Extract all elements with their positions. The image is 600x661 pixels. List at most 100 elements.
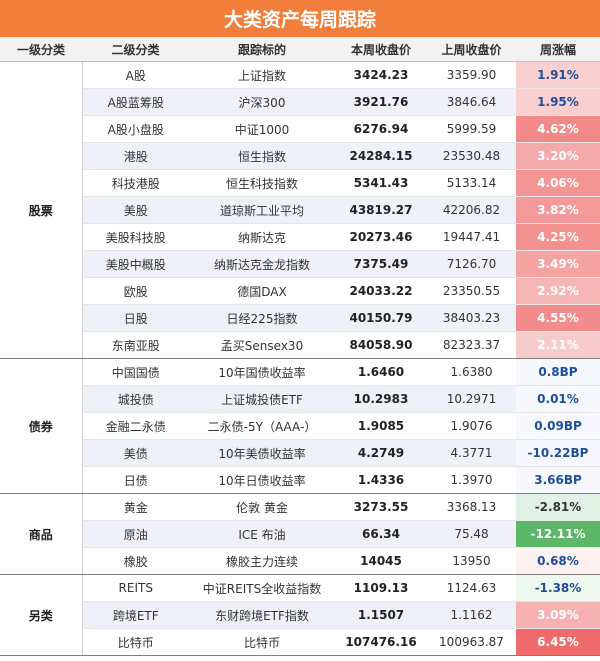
close-this-week-cell: 1.4336 <box>335 466 427 494</box>
header-secondary-category: 二级分类 <box>82 37 189 62</box>
table-row: 比特币 比特币 107476.16 100963.87 6.45% <box>0 628 600 656</box>
weekly-change-cell: 0.8BP <box>516 358 600 386</box>
header-close-this-week: 本周收盘价 <box>335 37 427 62</box>
table-row: 美股 道琼斯工业平均 43819.27 42206.82 3.82% <box>0 196 600 224</box>
close-this-week-cell: 14045 <box>335 547 427 575</box>
secondary-category-cell: 美股 <box>82 196 189 224</box>
weekly-change-cell: 1.91% <box>516 61 600 89</box>
close-this-week-cell: 5341.43 <box>335 169 427 197</box>
weekly-change-cell: 4.25% <box>516 223 600 251</box>
tracked-index-cell: ICE 布油 <box>189 520 335 548</box>
close-last-week-cell: 1.3970 <box>427 466 516 494</box>
close-this-week-cell: 1.1507 <box>335 601 427 629</box>
secondary-category-cell: 中国国债 <box>82 358 189 386</box>
tracked-index-cell: 德国DAX <box>189 277 335 305</box>
close-last-week-cell: 1124.63 <box>427 574 516 602</box>
secondary-category-cell: 城投债 <box>82 385 189 413</box>
weekly-change-cell: 0.68% <box>516 547 600 575</box>
table-row: 原油 ICE 布油 66.34 75.48 -12.11% <box>0 520 600 548</box>
weekly-change-cell: 4.55% <box>516 304 600 332</box>
secondary-category-cell: REITS <box>82 574 189 602</box>
weekly-change-cell: 0.01% <box>516 385 600 413</box>
header-row: 一级分类 二级分类 跟踪标的 本周收盘价 上周收盘价 周涨幅 <box>0 37 600 62</box>
weekly-change-cell: 0.09BP <box>516 412 600 440</box>
close-this-week-cell: 66.34 <box>335 520 427 548</box>
close-this-week-cell: 3424.23 <box>335 61 427 89</box>
secondary-category-cell: 日股 <box>82 304 189 332</box>
table-row: 商品 黄金 伦敦 黄金 3273.55 3368.13 -2.81% <box>0 493 600 575</box>
tracked-index-cell: 沪深300 <box>189 88 335 116</box>
close-this-week-cell: 3921.76 <box>335 88 427 116</box>
tracked-index-cell: 纳斯达克 <box>189 223 335 251</box>
tracked-index-cell: 伦敦 黄金 <box>189 493 335 521</box>
table-row: 金融二永债 二永债-5Y（AAA-） 1.9085 1.9076 0.09BP <box>0 412 600 440</box>
header-primary-category: 一级分类 <box>0 37 82 62</box>
table-row: 日债 10年日债收益率 1.4336 1.3970 3.66BP <box>0 466 600 494</box>
tracked-index-cell: 上证城投债ETF <box>189 385 335 413</box>
table-row: A股蓝筹股 沪深300 3921.76 3846.64 1.95% <box>0 88 600 116</box>
close-this-week-cell: 4.2749 <box>335 439 427 467</box>
close-last-week-cell: 23350.55 <box>427 277 516 305</box>
close-last-week-cell: 13950 <box>427 547 516 575</box>
tracked-index-cell: 中证1000 <box>189 115 335 143</box>
tracked-index-cell: 10年国债收益率 <box>189 358 335 386</box>
close-last-week-cell: 38403.23 <box>427 304 516 332</box>
close-this-week-cell: 20273.46 <box>335 223 427 251</box>
close-last-week-cell: 42206.82 <box>427 196 516 224</box>
group-label: 另类 <box>0 574 83 656</box>
weekly-change-cell: 6.45% <box>516 628 600 656</box>
table-row: 城投债 上证城投债ETF 10.2983 10.2971 0.01% <box>0 385 600 413</box>
secondary-category-cell: 科技港股 <box>82 169 189 197</box>
close-last-week-cell: 4.3771 <box>427 439 516 467</box>
tracked-index-cell: 东财跨境ETF指数 <box>189 601 335 629</box>
close-last-week-cell: 75.48 <box>427 520 516 548</box>
secondary-category-cell: 比特币 <box>82 628 189 656</box>
tracked-index-cell: 纳斯达克金龙指数 <box>189 250 335 278</box>
table-row: 欧股 德国DAX 24033.22 23350.55 2.92% <box>0 277 600 305</box>
asset-table: 一级分类 二级分类 跟踪标的 本周收盘价 上周收盘价 周涨幅 股票 A股 上证指数 3… <box>0 37 600 656</box>
tracked-index-cell: 中证REITS全收益指数 <box>189 574 335 602</box>
secondary-category-cell: 原油 <box>82 520 189 548</box>
secondary-category-cell: 金融二永债 <box>82 412 189 440</box>
close-this-week-cell: 7375.49 <box>335 250 427 278</box>
close-last-week-cell: 5133.14 <box>427 169 516 197</box>
close-this-week-cell: 1.6460 <box>335 358 427 386</box>
weekly-change-cell: -12.11% <box>516 520 600 548</box>
secondary-category-cell: 美股科技股 <box>82 223 189 251</box>
close-this-week-cell: 84058.90 <box>335 331 427 359</box>
weekly-change-cell: -2.81% <box>516 493 600 521</box>
close-this-week-cell: 1.9085 <box>335 412 427 440</box>
secondary-category-cell: 美债 <box>82 439 189 467</box>
close-last-week-cell: 1.9076 <box>427 412 516 440</box>
secondary-category-cell: 跨境ETF <box>82 601 189 629</box>
close-last-week-cell: 5999.59 <box>427 115 516 143</box>
close-last-week-cell: 3368.13 <box>427 493 516 521</box>
table-row: 另类 REITS 中证REITS全收益指数 1109.13 1124.63 -1.38% <box>0 574 600 656</box>
secondary-category-cell: A股蓝筹股 <box>82 88 189 116</box>
weekly-change-cell: 2.11% <box>516 331 600 359</box>
secondary-category-cell: 日债 <box>82 466 189 494</box>
group-label: 债券 <box>0 358 83 494</box>
tracked-index-cell: 日经225指数 <box>189 304 335 332</box>
tracked-index-cell: 橡胶主力连续 <box>189 547 335 575</box>
secondary-category-cell: A股 <box>82 61 189 89</box>
secondary-category-cell: 东南亚股 <box>82 331 189 359</box>
tracked-index-cell: 孟买Sensex30 <box>189 331 335 359</box>
tracked-index-cell: 上证指数 <box>189 61 335 89</box>
close-this-week-cell: 3273.55 <box>335 493 427 521</box>
tracked-index-cell: 恒生指数 <box>189 142 335 170</box>
weekly-change-cell: 4.06% <box>516 169 600 197</box>
close-this-week-cell: 24033.22 <box>335 277 427 305</box>
tracked-index-cell: 二永债-5Y（AAA-） <box>189 412 335 440</box>
secondary-category-cell: 港股 <box>82 142 189 170</box>
close-last-week-cell: 10.2971 <box>427 385 516 413</box>
close-this-week-cell: 43819.27 <box>335 196 427 224</box>
table-row: 科技港股 恒生科技指数 5341.43 5133.14 4.06% <box>0 169 600 197</box>
secondary-category-cell: 黄金 <box>82 493 189 521</box>
weekly-change-cell: 3.09% <box>516 601 600 629</box>
table-row: 美债 10年美债收益率 4.2749 4.3771 -10.22BP <box>0 439 600 467</box>
header-weekly-change: 周涨幅 <box>516 37 600 62</box>
secondary-category-cell: 橡胶 <box>82 547 189 575</box>
close-this-week-cell: 24284.15 <box>335 142 427 170</box>
